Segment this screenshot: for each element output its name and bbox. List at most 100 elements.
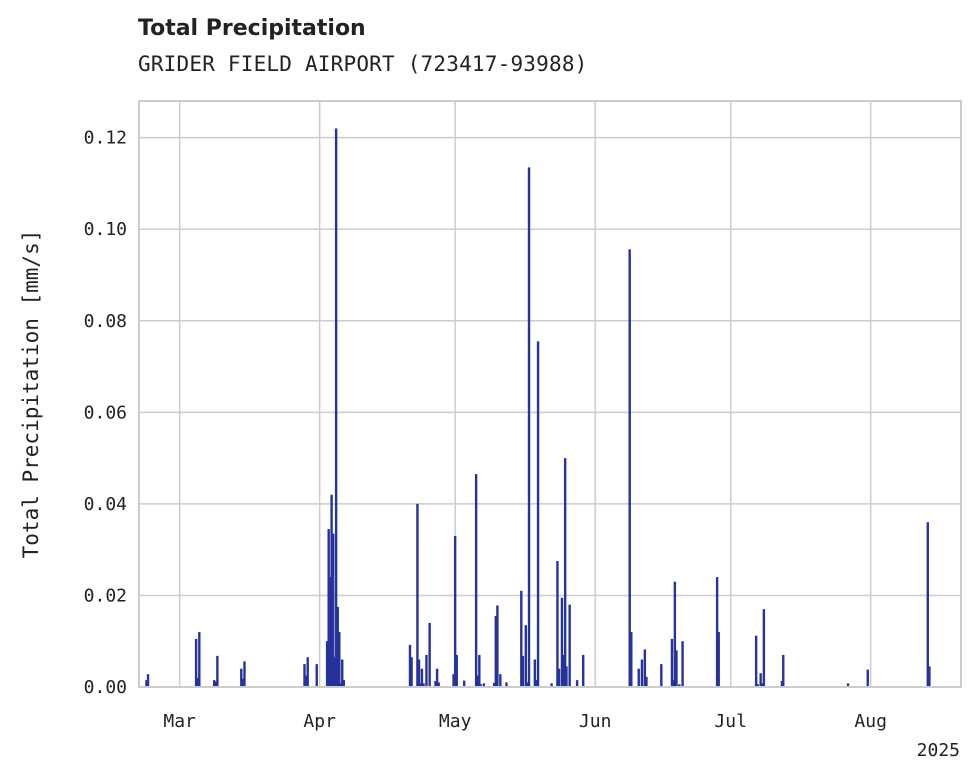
precipitation-bar	[562, 654, 565, 687]
precipitation-bars	[139, 128, 961, 688]
x-tick-label: Jun	[579, 711, 612, 732]
precipitation-bar	[453, 535, 457, 687]
precipitation-bar	[240, 668, 243, 687]
precipitation-bar	[478, 654, 481, 687]
precipitation-bar	[408, 644, 412, 687]
precipitation-bar	[428, 622, 431, 687]
precipitation-bar	[556, 561, 559, 687]
precipitation-bar	[670, 638, 674, 687]
precipitation-bar	[526, 682, 529, 687]
precipitation-bar	[198, 632, 201, 687]
x-tick-label: Aug	[854, 711, 887, 732]
precipitation-bar	[325, 641, 329, 687]
x-axis-ticks: Mar Apr May Jun Jul Aug	[163, 711, 887, 732]
precipitation-bar	[643, 649, 647, 687]
precipitation-bar	[241, 678, 245, 687]
precipitation-bar	[717, 632, 720, 687]
y-tick-label: 0.00	[84, 677, 127, 698]
precipitation-bar	[846, 683, 850, 687]
y-tick-label: 0.04	[84, 494, 127, 515]
precipitation-bar	[866, 669, 869, 687]
precipitation-bar	[341, 659, 344, 687]
precipitation-bar	[754, 635, 758, 687]
x-tick-label: Jul	[714, 711, 747, 732]
precipitation-bar	[419, 683, 422, 687]
precipitation-bar	[332, 533, 335, 687]
y-tick-label: 0.02	[84, 585, 127, 606]
precipitation-bar	[455, 654, 458, 687]
chart-subtitle: GRIDER FIELD AIRPORT (723417-93988)	[138, 52, 588, 76]
precipitation-bar	[499, 674, 502, 687]
precipitation-bar	[524, 625, 528, 687]
precipitation-bar	[462, 680, 466, 687]
precipitation-bar	[479, 684, 482, 687]
precipitation-bar	[926, 522, 929, 687]
precipitation-bar	[575, 680, 579, 687]
precipitation-bar	[330, 494, 333, 687]
precipitation-bar	[568, 604, 571, 687]
chart-title: Total Precipitation	[138, 16, 366, 41]
precipitation-bar	[756, 684, 759, 687]
precipitation-bar	[494, 616, 498, 687]
precipitation-bar	[216, 655, 219, 687]
y-tick-label: 0.12	[84, 128, 127, 149]
precipitation-bar	[327, 529, 330, 687]
precipitation-bar	[329, 577, 332, 687]
precipitation-bar	[214, 681, 217, 687]
x-tick-label: Apr	[303, 711, 336, 732]
y-axis-ticks: 0.00 0.02 0.04 0.06 0.08 0.10 0.12	[84, 128, 127, 698]
precipitation-bar	[780, 681, 784, 687]
precipitation-bar	[315, 664, 318, 687]
precipitation-bar	[645, 676, 648, 687]
precipitation-bar	[678, 684, 681, 687]
precipitation-bar	[476, 675, 479, 687]
precipitation-bar	[582, 654, 585, 687]
precipitation-bar	[782, 654, 785, 687]
precipitation-bar	[535, 680, 538, 687]
precipitation-bar	[333, 657, 337, 687]
precipitation-bar	[482, 683, 486, 687]
precipitation-bar	[496, 605, 499, 687]
precipitation-bar	[550, 683, 553, 687]
x-tick-label: May	[439, 711, 472, 732]
precipitation-bar	[660, 664, 663, 687]
precipitation-bar	[505, 682, 508, 687]
precipitation-bar	[303, 664, 306, 687]
precipitation-bar	[416, 503, 419, 687]
precipitation-bar	[557, 668, 561, 687]
y-tick-label: 0.06	[84, 402, 127, 423]
plot-frame	[138, 100, 962, 688]
precipitation-bar	[761, 683, 764, 687]
precipitation-bar	[437, 682, 440, 687]
precipitation-bar	[212, 680, 216, 687]
precipitation-bar	[630, 632, 633, 687]
precipitation-bar	[675, 650, 678, 687]
precipitation-bar	[452, 674, 455, 687]
precipitation-bar	[304, 675, 308, 687]
precipitation-bar	[928, 666, 931, 687]
precipitation-bar	[338, 632, 341, 687]
precipitation-bar	[759, 673, 762, 687]
precipitation-bar	[334, 128, 338, 687]
precipitation-bar	[521, 655, 525, 687]
precipitation-bar	[563, 458, 567, 687]
precipitation-bar	[565, 666, 568, 687]
precipitation-bar	[637, 668, 640, 687]
precipitation-bar	[536, 341, 540, 687]
precipitation-bar	[410, 657, 413, 687]
precipitation-bar	[422, 683, 425, 687]
precipitation-bar	[435, 668, 439, 687]
precipitation-bar	[417, 659, 421, 687]
precipitation-bar	[420, 668, 424, 687]
precipitation-bar	[425, 654, 428, 687]
precipitation-bar	[243, 661, 246, 687]
y-axis-label: Total Precipitation [mm/s]	[19, 230, 43, 559]
precipitation-bar	[146, 674, 150, 687]
precipitation-bar	[196, 677, 199, 687]
precipitation-bar	[474, 474, 478, 687]
precipitation-bar	[533, 659, 537, 687]
precipitation-bar	[681, 641, 684, 687]
precipitation-bar	[493, 682, 496, 687]
precipitation-bar	[628, 249, 631, 688]
